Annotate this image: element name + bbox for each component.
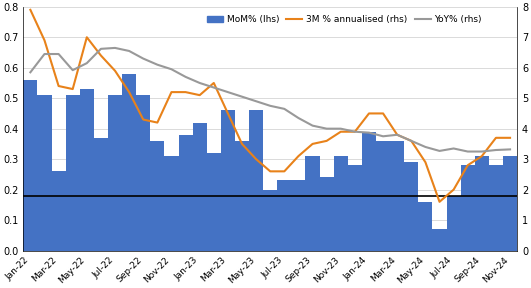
Legend: MoM% (lhs), 3M % annualised (rhs), YoY% (rhs): MoM% (lhs), 3M % annualised (rhs), YoY% … bbox=[203, 11, 485, 28]
Bar bbox=[263, 190, 277, 251]
Bar bbox=[52, 171, 66, 251]
Bar bbox=[503, 156, 517, 251]
Bar bbox=[320, 177, 333, 251]
Bar bbox=[37, 95, 52, 251]
Bar bbox=[390, 141, 404, 251]
Bar bbox=[122, 74, 136, 251]
Bar bbox=[362, 132, 376, 251]
Bar bbox=[461, 165, 475, 251]
Bar bbox=[447, 196, 461, 251]
Bar bbox=[80, 89, 94, 251]
Bar bbox=[66, 95, 80, 251]
Bar bbox=[207, 153, 221, 251]
Bar bbox=[305, 156, 320, 251]
Bar bbox=[376, 141, 390, 251]
Bar bbox=[94, 138, 108, 251]
Bar bbox=[193, 123, 207, 251]
Bar bbox=[221, 110, 235, 251]
Bar bbox=[165, 156, 178, 251]
Bar bbox=[178, 135, 193, 251]
Bar bbox=[277, 181, 292, 251]
Bar bbox=[333, 156, 348, 251]
Bar bbox=[404, 162, 418, 251]
Bar bbox=[292, 181, 305, 251]
Bar bbox=[432, 229, 447, 251]
Bar bbox=[418, 202, 432, 251]
Bar bbox=[249, 110, 263, 251]
Bar bbox=[475, 156, 489, 251]
Bar bbox=[136, 95, 150, 251]
Bar bbox=[235, 141, 249, 251]
Bar bbox=[108, 95, 122, 251]
Bar bbox=[23, 80, 37, 251]
Bar bbox=[489, 165, 503, 251]
Bar bbox=[348, 165, 362, 251]
Bar bbox=[150, 141, 165, 251]
